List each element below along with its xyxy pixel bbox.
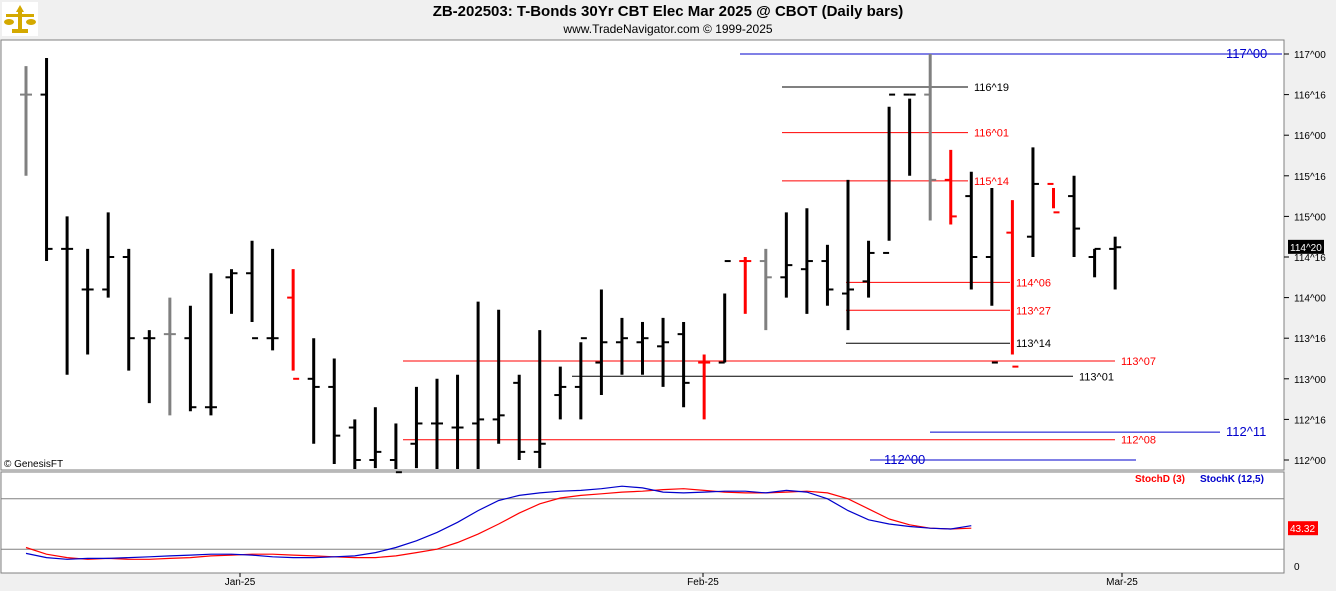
price-panel-background [0, 39, 1285, 471]
price-level-label: 113^14 [1016, 338, 1051, 350]
price-level-label: 112^11 [1226, 424, 1266, 439]
price-axis-label: 116^16 [1294, 91, 1326, 102]
price-axis-label: 113^00 [1294, 375, 1326, 386]
price-level-label: 116^01 [974, 128, 1009, 140]
chart-subtitle: www.TradeNavigator.com © 1999-2025 [563, 22, 773, 36]
stochastic-legend-label: StochK (12,5) [1200, 474, 1264, 485]
logo-icon [2, 2, 38, 36]
price-levels: 117^00 116^19 116^01 115^14 114^06 113^27 113^… [403, 46, 1282, 467]
price-axis-label: 112^16 [1294, 415, 1326, 426]
stochastic-panel: StochD (3) StochK (12,5) 0 43.32 [1, 474, 1318, 573]
last-price-label: 114^20 [1290, 243, 1322, 254]
price-level-label: 113^07 [1121, 356, 1156, 368]
price-axis-label: 115^16 [1294, 172, 1326, 183]
date-axis-label: Jan-25 [225, 577, 256, 588]
price-axis-label: 114^16 [1294, 253, 1326, 264]
date-axis-label: Feb-25 [687, 577, 719, 588]
stochastic-axis-label: 0 [1294, 562, 1300, 573]
date-axis: Jan-25 Feb-25 Mar-25 [225, 573, 1138, 588]
price-level-label: 117^00 [1226, 46, 1267, 61]
price-level-label: 113^27 [1016, 305, 1051, 317]
price-level-label: 113^01 [1079, 371, 1114, 383]
chart-title: ZB-202503: T-Bonds 30Yr CBT Elec Mar 202… [432, 3, 904, 20]
price-level-label: 114^06 [1016, 277, 1051, 289]
price-axis-label: 115^00 [1294, 212, 1326, 223]
chart-header: ZB-202503: T-Bonds 30Yr CBT Elec Mar 202… [0, 0, 1336, 40]
price-bars [20, 54, 1122, 474]
stochastic-last-value-box [1288, 521, 1318, 536]
copyright-label: © GenesisFT [4, 459, 63, 470]
last-price-box [1288, 239, 1324, 254]
stochastic-series-line [25, 485, 972, 560]
date-axis-label: Mar-25 [1106, 577, 1138, 588]
stochastic-last-value-label: 43.32 [1290, 524, 1315, 535]
price-axis-label: 114^00 [1294, 294, 1326, 305]
price-axis: 117^00116^16116^00115^16115^00114^16114^… [1284, 50, 1326, 467]
price-level-label: 112^00 [884, 452, 925, 467]
price-axis-label: 113^16 [1294, 334, 1326, 345]
stochastic-series-line [25, 488, 972, 560]
price-level-label: 116^19 [974, 82, 1009, 94]
price-level-label: 115^14 [974, 176, 1009, 188]
price-axis-label: 112^00 [1294, 456, 1326, 467]
price-axis-label: 116^00 [1294, 131, 1326, 142]
price-axis-label: 117^00 [1294, 50, 1326, 61]
stochastic-legend-label: StochD (3) [1135, 474, 1185, 485]
price-level-label: 112^08 [1121, 435, 1156, 447]
